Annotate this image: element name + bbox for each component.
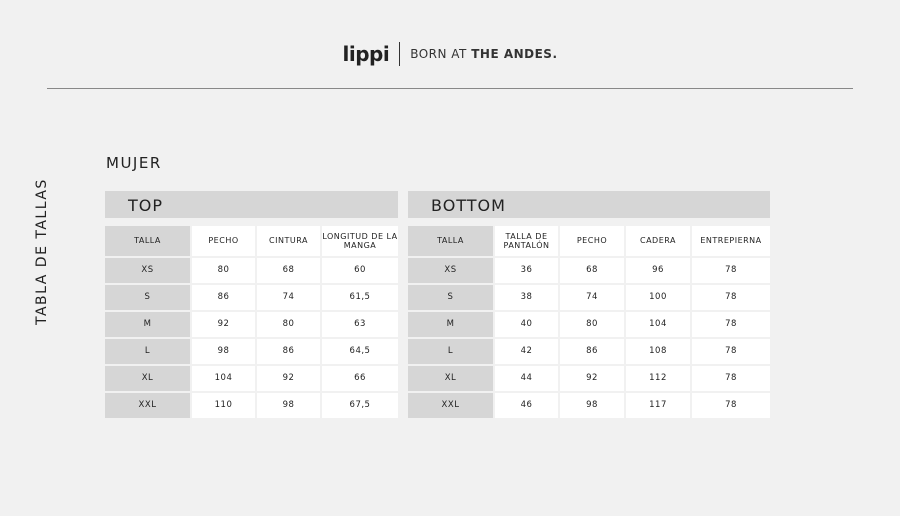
table-cell: S — [408, 285, 493, 310]
table-cell: 80 — [257, 312, 320, 337]
column-header: LONGITUD DE LA MANGA — [322, 226, 398, 256]
table-cell: 104 — [626, 312, 690, 337]
column-header: CINTURA — [257, 226, 320, 256]
table-cell: XL — [408, 366, 493, 391]
table-cell: M — [105, 312, 190, 337]
table-cell: 64,5 — [322, 339, 398, 364]
table-cell: 78 — [692, 285, 770, 310]
table-cell: 46 — [495, 393, 558, 418]
tagline-light: BORN AT — [410, 47, 472, 61]
table-cell: XL — [105, 366, 190, 391]
table-cell: XS — [105, 258, 190, 283]
table-cell: XXL — [408, 393, 493, 418]
header-rule — [47, 88, 853, 89]
table-row: XS 80 68 60 — [105, 258, 398, 283]
table-cell: L — [105, 339, 190, 364]
table-cell: 108 — [626, 339, 690, 364]
table-cell: 98 — [560, 393, 624, 418]
section-title: MUJER — [106, 154, 162, 172]
table-row: XXL 110 98 67,5 — [105, 393, 398, 418]
bottom-title: BOTTOM — [408, 191, 770, 218]
table-cell: 60 — [322, 258, 398, 283]
column-header: PECHO — [560, 226, 624, 256]
column-header: ENTREPIERNA — [692, 226, 770, 256]
table-cell: 78 — [692, 366, 770, 391]
table-cell: 92 — [257, 366, 320, 391]
table-cell: 98 — [257, 393, 320, 418]
table-row: M 92 80 63 — [105, 312, 398, 337]
top-table-block: TOP TALLA PECHO CINTURA LONGITUD DE LA MANG… — [105, 191, 398, 420]
column-header: TALLA — [408, 226, 493, 256]
table-header-row: TALLA TALLA DE PANTALÓN PECHO CADERA ENTREPI… — [408, 226, 770, 256]
table-cell: 74 — [257, 285, 320, 310]
side-title: TABLA DE TALLAS — [34, 178, 50, 325]
table-cell: 110 — [192, 393, 255, 418]
column-header: CADERA — [626, 226, 690, 256]
table-cell: L — [408, 339, 493, 364]
table-cell: 92 — [560, 366, 624, 391]
table-row: XL 44 92 112 78 — [408, 366, 770, 391]
table-cell: 42 — [495, 339, 558, 364]
column-header: TALLA — [105, 226, 190, 256]
table-cell: 36 — [495, 258, 558, 283]
table-cell: XS — [408, 258, 493, 283]
table-cell: 63 — [322, 312, 398, 337]
table-cell: S — [105, 285, 190, 310]
table-cell: 80 — [560, 312, 624, 337]
table-cell: 86 — [192, 285, 255, 310]
table-row: S 86 74 61,5 — [105, 285, 398, 310]
table-row: L 42 86 108 78 — [408, 339, 770, 364]
column-header: TALLA DE PANTALÓN — [495, 226, 558, 256]
table-cell: 86 — [560, 339, 624, 364]
table-cell: M — [408, 312, 493, 337]
table-cell: 67,5 — [322, 393, 398, 418]
table-cell: 96 — [626, 258, 690, 283]
table-row: XS 36 68 96 78 — [408, 258, 770, 283]
table-cell: 100 — [626, 285, 690, 310]
tagline: BORN AT THE ANDES. — [410, 47, 557, 61]
tagline-bold: THE ANDES. — [471, 47, 558, 61]
table-cell: 78 — [692, 312, 770, 337]
table-cell: 104 — [192, 366, 255, 391]
header-divider — [399, 42, 401, 66]
top-size-table: TALLA PECHO CINTURA LONGITUD DE LA MANGA XS 8… — [103, 224, 400, 420]
brand-header: lippi BORN AT THE ANDES. — [0, 42, 900, 66]
table-cell: 40 — [495, 312, 558, 337]
table-cell: 117 — [626, 393, 690, 418]
table-cell: 68 — [257, 258, 320, 283]
table-cell: 61,5 — [322, 285, 398, 310]
table-row: XL 104 92 66 — [105, 366, 398, 391]
top-title: TOP — [105, 191, 398, 218]
table-cell: 74 — [560, 285, 624, 310]
table-cell: 38 — [495, 285, 558, 310]
table-row: L 98 86 64,5 — [105, 339, 398, 364]
table-cell: 80 — [192, 258, 255, 283]
table-cell: 98 — [192, 339, 255, 364]
bottom-table-block: BOTTOM TALLA TALLA DE PANTALÓN PECHO CADERA… — [408, 191, 770, 420]
table-cell: 78 — [692, 258, 770, 283]
table-cell: 66 — [322, 366, 398, 391]
bottom-size-table: TALLA TALLA DE PANTALÓN PECHO CADERA ENTREPI… — [406, 224, 772, 420]
table-row: S 38 74 100 78 — [408, 285, 770, 310]
table-cell: 78 — [692, 339, 770, 364]
lippi-logo: lippi — [342, 42, 390, 66]
table-row: XXL 46 98 117 78 — [408, 393, 770, 418]
table-cell: 86 — [257, 339, 320, 364]
table-cell: 78 — [692, 393, 770, 418]
table-cell: 92 — [192, 312, 255, 337]
table-cell: 44 — [495, 366, 558, 391]
column-header: PECHO — [192, 226, 255, 256]
table-header-row: TALLA PECHO CINTURA LONGITUD DE LA MANGA — [105, 226, 398, 256]
table-cell: 68 — [560, 258, 624, 283]
table-cell: XXL — [105, 393, 190, 418]
table-row: M 40 80 104 78 — [408, 312, 770, 337]
table-cell: 112 — [626, 366, 690, 391]
